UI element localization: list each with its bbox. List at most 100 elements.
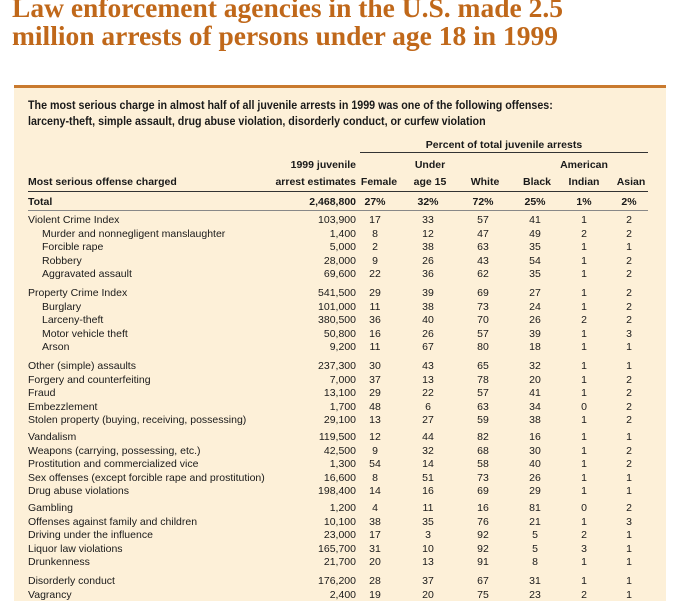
cell-asian: 2: [626, 314, 632, 327]
cell-label: Total: [28, 196, 53, 208]
cell-ai: 1%: [576, 196, 592, 208]
cell-est: 1,400: [329, 227, 356, 240]
cell-est: 1,200: [329, 502, 356, 514]
cell-u15: 11: [422, 502, 434, 514]
cell-black: 38: [529, 414, 541, 427]
cell-female: 8: [372, 471, 378, 484]
cell-female: 8: [372, 227, 378, 240]
cell-est: 198,400: [318, 485, 356, 498]
cell-asian: 2: [626, 373, 632, 386]
cell-asian: 2: [626, 214, 632, 226]
cell-u15: 6: [425, 400, 431, 413]
cell-ai: 1: [581, 444, 587, 457]
cell-female: 12: [369, 431, 381, 443]
cell-u15: 14: [422, 458, 434, 471]
cell-white: 47: [477, 227, 489, 240]
cell-ai: 2: [581, 227, 587, 240]
cell-est: 237,300: [318, 360, 356, 372]
cell-label: Aggravated assault: [42, 268, 132, 281]
cell-black: 34: [529, 400, 541, 413]
cell-label: Violent Crime Index: [28, 214, 120, 226]
table-row: Total 2,468,800 27% 32% 72% 25% 1% 2%: [28, 196, 648, 209]
intro-line-1: The most serious charge in almost half o…: [28, 100, 553, 112]
cell-black: 20: [529, 373, 541, 386]
cell-ai: 1: [581, 214, 587, 226]
cell-white: 73: [477, 471, 489, 484]
cell-label: Embezzlement: [28, 400, 98, 413]
cell-ai: 1: [581, 431, 587, 443]
cell-female: 38: [369, 515, 381, 528]
cell-white: 63: [477, 400, 489, 413]
cell-ai: 2: [581, 529, 587, 542]
cell-white: 80: [477, 341, 489, 354]
cell-white: 57: [477, 327, 489, 340]
table-row: Gambling 1,200 4 11 16 81 0 2: [28, 502, 648, 515]
cell-black: 32: [529, 360, 541, 372]
cell-u15: 37: [422, 575, 434, 587]
cell-asian: 1: [626, 471, 632, 484]
cell-asian: 3: [626, 327, 632, 340]
total-rule: [28, 210, 648, 211]
table-row: Driving under the influence 23,000 17 3 92 5 2…: [28, 529, 648, 542]
cell-black: 54: [529, 254, 541, 267]
cell-ai: 1: [581, 327, 587, 340]
table-row: Vagrancy 2,400 19 20 75 23 2 1: [28, 589, 648, 602]
cell-label: Stolen property (buying, receiving, poss…: [28, 414, 247, 427]
table-row: Forgery and counterfeiting 7,000 37 13 78 20 1…: [28, 374, 648, 387]
cell-u15: 35: [422, 515, 434, 528]
cell-black: 26: [529, 471, 541, 484]
cell-black: 30: [529, 444, 541, 457]
cell-white: 82: [477, 431, 489, 443]
cell-label: Prostitution and commercialized vice: [28, 458, 199, 471]
table-row: Larceny-theft 380,500 36 40 70 26 2 2: [28, 314, 648, 327]
cell-black: 39: [529, 327, 541, 340]
headline: Law enforcement agencies in the U.S. mad…: [12, 0, 672, 50]
cell-white: 63: [477, 241, 489, 254]
cell-est: 28,000: [323, 254, 356, 267]
table-row: Weapons (carrying, possessing, etc.) 42,5…: [28, 445, 648, 458]
cell-label: Weapons (carrying, possessing, etc.): [28, 444, 201, 457]
cell-white: 78: [477, 373, 489, 386]
cell-est: 10,100: [323, 515, 356, 528]
cell-female: 2: [372, 241, 378, 254]
cell-black: 29: [529, 485, 541, 498]
cell-black: 18: [529, 341, 541, 354]
cell-female: 36: [369, 314, 381, 327]
cell-label: Driving under the influence: [28, 529, 153, 542]
cell-black: 41: [529, 214, 541, 226]
cell-black: 5: [532, 529, 538, 542]
cell-white: 65: [477, 360, 489, 372]
table-row: Burglary 101,000 11 38 73 24 1 2: [28, 301, 648, 314]
cell-est: 176,200: [318, 575, 356, 587]
table-row: Aggravated assault 69,600 22 36 62 35 1 2: [28, 268, 648, 281]
cell-label: Fraud: [28, 387, 56, 400]
cell-asian: 1: [626, 542, 632, 555]
cell-est: 9,200: [329, 341, 356, 354]
cell-est: 69,600: [323, 268, 356, 281]
cell-ai: 1: [581, 575, 587, 587]
col-header-american-indian-line2: Indian: [568, 176, 600, 188]
cell-asian: 1: [626, 360, 632, 372]
cell-ai: 2: [581, 314, 587, 327]
cell-u15: 38: [422, 241, 434, 254]
cell-asian: 2%: [621, 196, 637, 208]
cell-female: 11: [369, 300, 381, 313]
table-row: Drunkenness 21,700 20 13 91 8 1 1: [28, 556, 648, 569]
cell-female: 14: [369, 485, 381, 498]
cell-est: 42,500: [323, 444, 356, 457]
cell-ai: 0: [581, 502, 587, 514]
cell-u15: 44: [422, 431, 434, 443]
cell-ai: 1: [581, 360, 587, 372]
headline-line-2: million arrests of persons under age 18 …: [12, 20, 558, 51]
cell-label: Arson: [42, 341, 70, 354]
cell-label: Drunkenness: [28, 556, 90, 569]
col-header-white: White: [470, 176, 500, 188]
cell-u15: 27: [422, 414, 434, 427]
cell-black: 40: [529, 458, 541, 471]
cell-female: 28: [369, 575, 381, 587]
cell-ai: 1: [581, 485, 587, 498]
cell-ai: 1: [581, 373, 587, 386]
cell-est: 29,100: [323, 414, 356, 427]
table-row: Disorderly conduct 176,200 28 37 67 31 1 1: [28, 575, 648, 588]
cell-white: 91: [477, 556, 489, 569]
